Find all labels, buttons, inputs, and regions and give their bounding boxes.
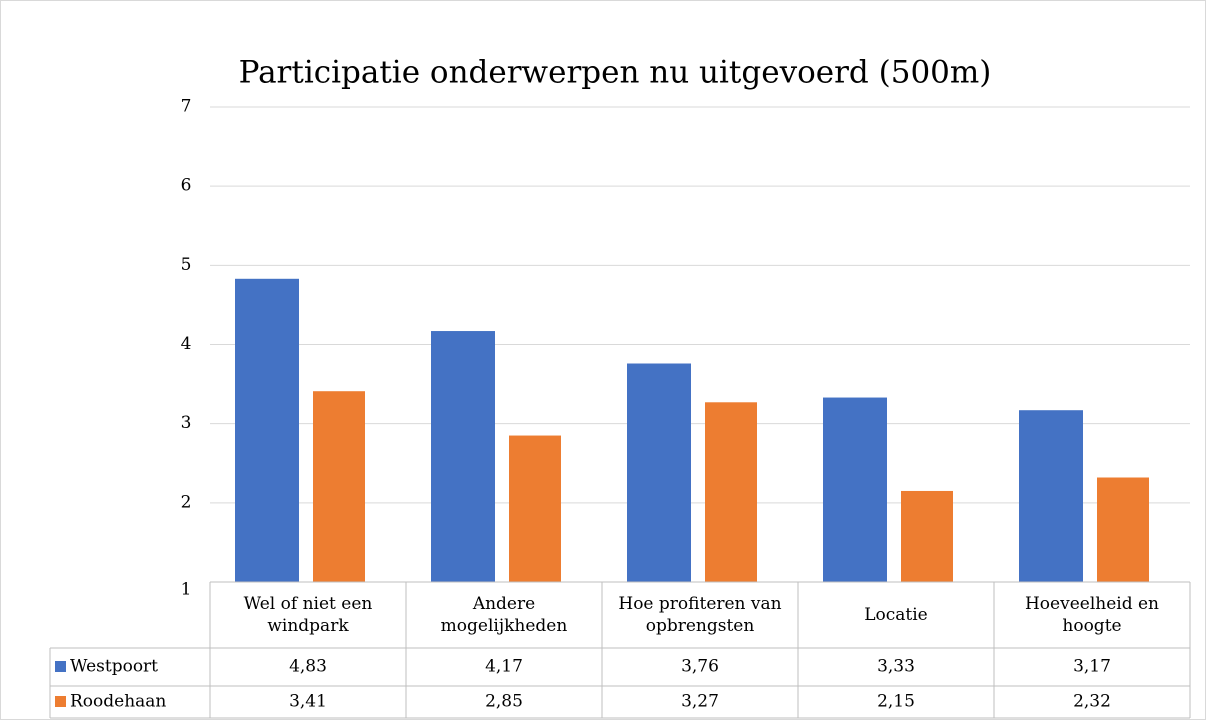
table-value: 2,32	[1073, 692, 1111, 712]
table-value: 3,76	[681, 657, 719, 677]
table-value: 4,17	[485, 657, 523, 677]
bar	[1097, 477, 1149, 582]
y-tick-label: 5	[181, 255, 192, 275]
bar	[901, 490, 953, 582]
legend-label: Roodehaan	[70, 692, 166, 712]
legend-swatch	[55, 661, 66, 672]
table-value: 3,41	[289, 692, 327, 712]
chart-title: Participatie onderwerpen nu uitgevoerd (…	[239, 55, 992, 91]
y-tick-label: 2	[181, 492, 192, 512]
bar	[627, 363, 691, 582]
x-category-cell: Locatie	[864, 605, 928, 625]
x-category-cell: Wel of niet een windpark	[243, 594, 373, 636]
y-tick-label: 6	[181, 176, 192, 196]
table-value: 2,85	[485, 692, 523, 712]
x-category-cell: Andere mogelijkheden	[440, 594, 568, 636]
x-tick-label: Wel of niet een windpark	[243, 594, 373, 636]
table-value: 3,17	[1073, 657, 1111, 677]
x-category-cell: Hoe profiteren van opbrengsten	[618, 594, 782, 636]
x-category-cell: Hoeveelheid en hoogte	[1024, 594, 1160, 636]
y-tick-label: 4	[181, 334, 192, 354]
y-tick-label: 1	[181, 580, 192, 600]
table-value: 3,27	[681, 692, 719, 712]
bar	[509, 435, 561, 582]
x-tick-label: Andere mogelijkheden	[440, 594, 568, 636]
table-value: 3,33	[877, 657, 915, 677]
bar	[235, 278, 299, 582]
legend-label: Westpoort	[70, 657, 158, 677]
x-tick-label: Hoeveelheid en hoogte	[1024, 594, 1160, 636]
bar	[705, 402, 757, 582]
y-tick-label: 7	[181, 97, 192, 117]
table-value: 2,15	[877, 692, 915, 712]
table-value: 4,83	[289, 657, 327, 677]
y-tick-label: 3	[181, 413, 192, 433]
bar	[1019, 410, 1083, 582]
legend-swatch	[55, 696, 66, 707]
x-tick-label: Hoe profiteren van opbrengsten	[618, 594, 782, 636]
bar	[431, 331, 495, 582]
bar	[823, 397, 887, 582]
x-tick-label: Locatie	[864, 605, 928, 625]
bar	[313, 391, 365, 582]
